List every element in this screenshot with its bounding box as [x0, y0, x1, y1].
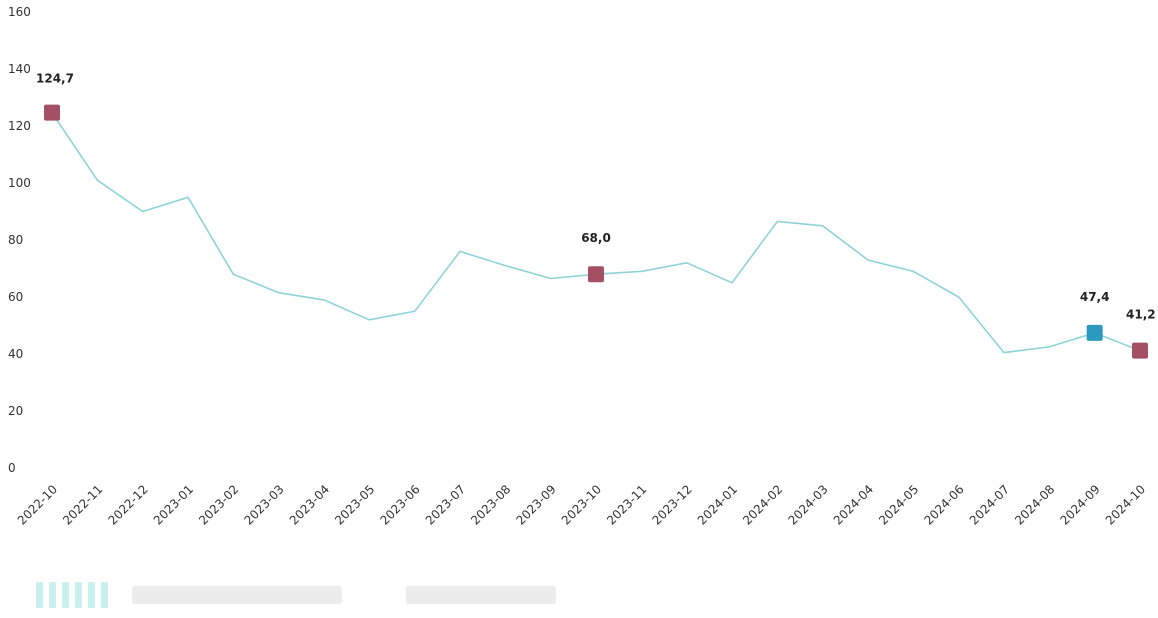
data-label: 47,4: [1080, 290, 1110, 304]
legend-swatch-stripe: [62, 582, 69, 608]
x-tick-label: 2023-04: [287, 482, 332, 527]
data-label: 41,2: [1126, 308, 1156, 322]
y-axis-ticks: 0 20 40 60 80 100 120 140 160: [8, 5, 31, 475]
x-tick-label: 2023-12: [649, 482, 694, 527]
x-tick-label: 2024-07: [967, 482, 1012, 527]
x-tick-label: 2024-03: [785, 482, 830, 527]
highlight-markers: 124,7 68,0 47,4 41,2: [36, 72, 1156, 359]
highlight-marker: [1086, 324, 1103, 341]
legend-swatch-stripe: [36, 582, 43, 608]
x-tick-label: 2022-11: [60, 482, 105, 527]
line-chart: 0 20 40 60 80 100 120 140 160 2022-10 2022-11 2022…: [8, 5, 1156, 528]
y-tick-label: 120: [8, 119, 31, 133]
y-tick-label: 80: [8, 233, 23, 247]
x-tick-label: 2023-11: [604, 482, 649, 527]
y-tick-label: 0: [8, 461, 16, 475]
legend-text-placeholder: [132, 586, 342, 604]
x-tick-label: 2024-08: [1012, 482, 1057, 527]
x-tick-label: 2024-09: [1057, 482, 1102, 527]
x-tick-label: 2022-12: [105, 482, 150, 527]
x-tick-label: 2024-10: [1103, 482, 1148, 527]
x-tick-label: 2024-05: [876, 482, 921, 527]
y-tick-label: 20: [8, 404, 23, 418]
x-tick-label: 2022-10: [15, 482, 60, 527]
legend-swatch-stripe: [49, 582, 56, 608]
x-tick-label: 2023-01: [151, 482, 196, 527]
x-tick-label: 2023-09: [513, 482, 558, 527]
legend-swatch-stripe: [75, 582, 82, 608]
y-tick-label: 40: [8, 347, 23, 361]
x-tick-label: 2023-02: [196, 482, 241, 527]
data-label: 68,0: [581, 231, 611, 245]
data-label: 124,7: [36, 72, 74, 86]
x-tick-label: 2024-02: [740, 482, 785, 527]
y-tick-label: 60: [8, 290, 23, 304]
x-axis-ticks: 2022-10 2022-11 2022-12 2023-01 2023-02 2023-…: [15, 482, 1148, 527]
legend-swatch-stripe: [88, 582, 95, 608]
x-tick-label: 2024-01: [695, 482, 740, 527]
highlight-marker: [1132, 342, 1148, 359]
highlight-marker: [44, 104, 60, 121]
y-tick-label: 160: [8, 5, 31, 19]
x-tick-label: 2024-06: [921, 482, 966, 527]
x-tick-label: 2023-05: [332, 482, 377, 527]
y-tick-label: 100: [8, 176, 31, 190]
x-tick-label: 2023-08: [468, 482, 513, 527]
y-tick-label: 140: [8, 62, 31, 76]
x-tick-label: 2023-10: [559, 482, 604, 527]
legend-swatch-stripe: [101, 582, 108, 608]
highlight-marker: [588, 266, 604, 283]
x-tick-label: 2023-06: [377, 482, 422, 527]
x-tick-label: 2023-03: [241, 482, 286, 527]
x-tick-label: 2023-07: [423, 482, 468, 527]
legend-area: [36, 578, 796, 612]
x-tick-label: 2024-04: [831, 482, 876, 527]
legend-text-placeholder: [406, 586, 556, 604]
